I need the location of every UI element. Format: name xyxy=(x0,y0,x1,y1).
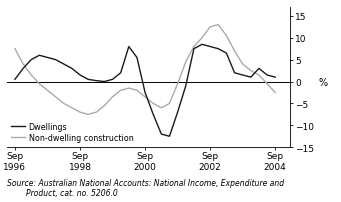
Legend: Dwellings, Non-dwelling construction: Dwellings, Non-dwelling construction xyxy=(11,122,133,142)
Text: Source: Australian National Accounts: National Income, Expenditure and: Source: Australian National Accounts: Na… xyxy=(7,178,284,187)
Text: Product, cat. no. 5206.0: Product, cat. no. 5206.0 xyxy=(7,188,118,197)
Y-axis label: %: % xyxy=(318,78,327,88)
